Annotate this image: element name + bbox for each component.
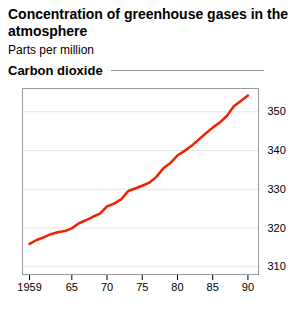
svg-text:70: 70 <box>101 281 113 293</box>
svg-text:90: 90 <box>242 281 254 293</box>
svg-text:340: 340 <box>268 144 286 156</box>
svg-text:320: 320 <box>268 221 286 233</box>
svg-text:85: 85 <box>207 281 219 293</box>
svg-text:1959: 1959 <box>17 281 41 293</box>
svg-text:75: 75 <box>136 281 148 293</box>
svg-text:65: 65 <box>66 281 78 293</box>
svg-text:80: 80 <box>171 281 183 293</box>
html-text:Concentration of greenhouse ga: Concentration of greenhouse gases in the… <box>8 6 288 39</box>
svg-text:350: 350 <box>268 105 286 117</box>
html-text:Carbon dioxide: Carbon dioxide <box>8 62 103 78</box>
svg-text:330: 330 <box>268 182 286 194</box>
svg-text:310: 310 <box>268 260 286 272</box>
html-text:Parts per million: Parts per million <box>8 42 94 57</box>
